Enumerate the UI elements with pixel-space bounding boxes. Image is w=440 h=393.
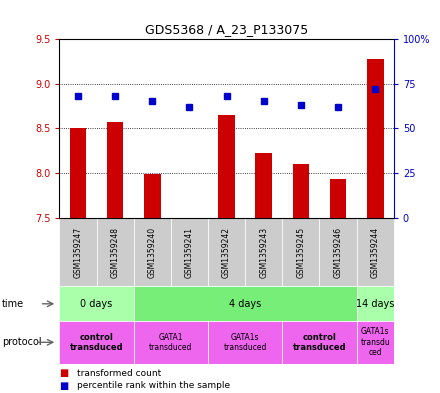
Bar bbox=[134, 218, 171, 286]
Text: GSM1359240: GSM1359240 bbox=[148, 226, 157, 278]
Bar bbox=[282, 218, 319, 286]
Bar bbox=[70, 128, 86, 218]
Text: control
transduced: control transduced bbox=[70, 332, 123, 352]
Text: GSM1359242: GSM1359242 bbox=[222, 227, 231, 277]
Text: GSM1359248: GSM1359248 bbox=[110, 227, 120, 277]
Bar bbox=[357, 218, 394, 286]
Bar bbox=[134, 286, 357, 321]
Bar bbox=[208, 218, 245, 286]
Bar bbox=[357, 321, 394, 364]
Bar bbox=[245, 218, 282, 286]
Text: GATA1s
transdu
ced: GATA1s transdu ced bbox=[360, 327, 390, 357]
Bar bbox=[171, 218, 208, 286]
Bar bbox=[255, 153, 272, 218]
Bar bbox=[59, 321, 134, 364]
Bar bbox=[319, 218, 357, 286]
Text: GSM1359247: GSM1359247 bbox=[73, 226, 82, 278]
Bar bbox=[144, 174, 161, 218]
Text: GSM1359241: GSM1359241 bbox=[185, 227, 194, 277]
Bar bbox=[107, 122, 124, 218]
Text: percentile rank within the sample: percentile rank within the sample bbox=[77, 381, 230, 390]
Bar bbox=[96, 218, 134, 286]
Text: 4 days: 4 days bbox=[229, 299, 261, 309]
Bar bbox=[134, 321, 208, 364]
Text: GATA1
transduced: GATA1 transduced bbox=[149, 332, 193, 352]
Text: control
transduced: control transduced bbox=[293, 332, 346, 352]
Text: GSM1359244: GSM1359244 bbox=[371, 226, 380, 278]
Bar bbox=[293, 164, 309, 218]
Text: transformed count: transformed count bbox=[77, 369, 161, 378]
Bar bbox=[357, 286, 394, 321]
Bar bbox=[330, 179, 346, 218]
Title: GDS5368 / A_23_P133075: GDS5368 / A_23_P133075 bbox=[145, 23, 308, 36]
Bar bbox=[208, 321, 282, 364]
Text: GATA1s
transduced: GATA1s transduced bbox=[224, 332, 267, 352]
Text: 0 days: 0 days bbox=[81, 299, 113, 309]
Text: 14 days: 14 days bbox=[356, 299, 394, 309]
Text: GSM1359243: GSM1359243 bbox=[259, 226, 268, 278]
Text: GSM1359245: GSM1359245 bbox=[297, 226, 305, 278]
Bar bbox=[59, 286, 134, 321]
Text: protocol: protocol bbox=[2, 337, 42, 347]
Bar bbox=[367, 59, 384, 218]
Text: GSM1359246: GSM1359246 bbox=[334, 226, 343, 278]
Bar bbox=[59, 218, 96, 286]
Bar bbox=[282, 321, 357, 364]
Bar bbox=[218, 115, 235, 218]
Text: ■: ■ bbox=[59, 368, 69, 378]
Text: time: time bbox=[2, 299, 24, 309]
Text: ■: ■ bbox=[59, 380, 69, 391]
